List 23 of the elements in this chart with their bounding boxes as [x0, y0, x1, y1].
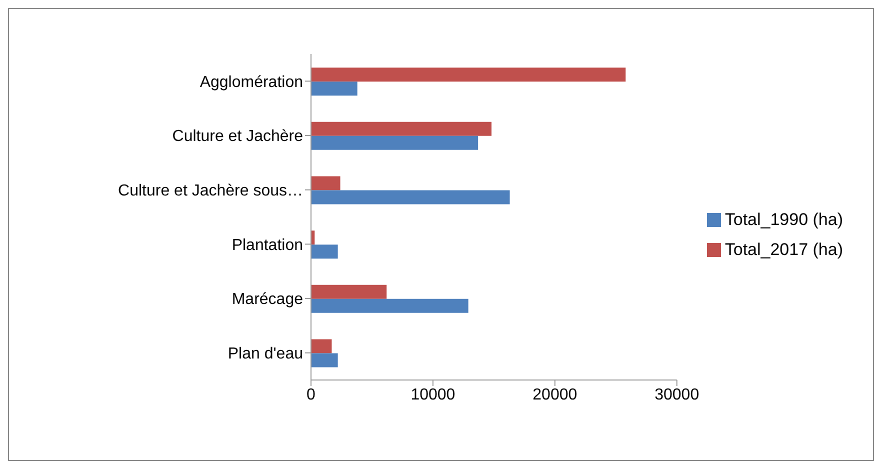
y-tick-label: Plan d'eau	[228, 346, 303, 363]
bar	[311, 122, 492, 136]
y-tick-label: Culture et Jachère	[172, 128, 304, 146]
bar	[311, 339, 332, 354]
y-tick-label: Plantation	[232, 236, 303, 254]
x-tick-label: 0	[306, 386, 316, 404]
bar	[311, 353, 338, 368]
bar	[311, 244, 338, 259]
y-tick-label: Marécage	[232, 291, 304, 308]
x-tick-label: 10000	[410, 386, 456, 404]
x-tick-label: 30000	[654, 386, 700, 404]
x-tick-label: 20000	[532, 386, 578, 404]
bar	[311, 298, 468, 313]
bar	[311, 190, 510, 204]
bar	[311, 68, 626, 82]
bar	[311, 176, 340, 190]
y-tick-label: Culture et Jachère sous…	[118, 182, 303, 200]
bar	[311, 284, 387, 299]
legend-label: Total_2017 (ha)	[724, 240, 843, 258]
y-tick-label: Agglomération	[200, 74, 303, 91]
legend-label: Total_1990 (ha)	[724, 210, 843, 228]
bar	[311, 136, 478, 150]
bar	[311, 82, 358, 96]
